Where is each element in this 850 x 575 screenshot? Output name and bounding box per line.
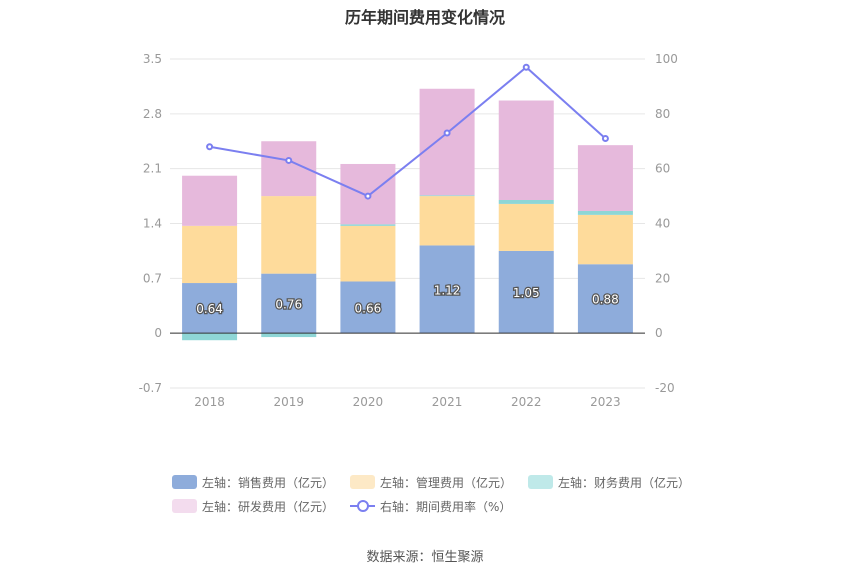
rate-point-2021 <box>443 129 451 137</box>
grid-lines <box>170 58 645 389</box>
legend-swatch-rate <box>350 499 376 513</box>
legend-label-admin: 左轴：管理费用（亿元） <box>380 475 513 490</box>
data-labels: 0.64 0.76 0.66 1.12 1.05 0.88 <box>195 282 620 317</box>
bar-sales-2018 <box>182 283 238 334</box>
rate-point-2022 <box>522 63 530 71</box>
chart-legend: 左轴：销售费用（亿元） 左轴：管理费用（亿元） 左轴：财务费用（亿元） 左轴：研… <box>172 470 692 518</box>
legend-item-rnd[interactable]: 左轴：研发费用（亿元） <box>172 498 334 515</box>
rate-line <box>206 63 609 200</box>
bar-admin-2018 <box>182 225 238 284</box>
bar-admin-2023 <box>577 214 633 265</box>
right-tick-label: 20 <box>655 271 670 285</box>
left-tick-label: 3.5 <box>143 52 162 66</box>
rate-point-2023 <box>601 135 609 143</box>
legend-item-admin[interactable]: 左轴：管理费用（亿元） <box>350 474 512 491</box>
bar-admin-2019 <box>261 196 317 274</box>
legend-label-rnd: 左轴：研发费用（亿元） <box>202 499 335 514</box>
rate-point-2020 <box>364 192 372 200</box>
rate-point-2019 <box>285 156 293 164</box>
bar-rnd-2021 <box>419 88 475 196</box>
left-tick-label: 2.1 <box>143 162 162 176</box>
right-tick-label: 100 <box>655 52 678 66</box>
legend-swatch-admin <box>350 475 376 489</box>
left-tick-label: -0.7 <box>139 381 162 395</box>
bar-sales-2023 <box>577 264 633 334</box>
x-tick-label: 2023 <box>590 395 621 409</box>
bar-finance-2021 <box>419 195 475 197</box>
bar-finance-2020 <box>340 224 396 226</box>
x-tick-label: 2021 <box>432 395 463 409</box>
bar-rnd-2023 <box>577 145 633 211</box>
legend-swatch-finance <box>528 475 554 489</box>
data-label-sales: 0.88 <box>592 293 619 307</box>
legend-label-rate: 右轴：期间费用率（%） <box>380 499 512 514</box>
right-tick-label: 80 <box>655 107 670 121</box>
bar-finance-2018 <box>182 333 238 341</box>
bar-stacks <box>182 88 633 341</box>
bar-rnd-2018 <box>182 175 238 226</box>
data-label-sales: 0.64 <box>196 302 223 316</box>
left-tick-label: 0 <box>154 326 162 340</box>
data-label-sales: 0.66 <box>355 301 382 315</box>
x-tick-label: 2022 <box>511 395 542 409</box>
right-tick-label: 40 <box>655 217 670 231</box>
legend-item-sales[interactable]: 左轴：销售费用（亿元） <box>172 474 334 491</box>
data-label-sales: 1.05 <box>513 286 540 300</box>
x-tick-label: 2019 <box>273 395 304 409</box>
bar-finance-2023 <box>577 210 633 215</box>
legend-swatch-sales <box>172 475 197 489</box>
left-tick-label: 0.7 <box>143 271 162 285</box>
chart-title: 历年期间费用变化情况 <box>344 8 505 27</box>
legend-label-finance: 左轴：财务费用（亿元） <box>558 475 691 490</box>
left-tick-label: 2.8 <box>143 107 162 121</box>
left-tick-label: 1.4 <box>143 217 162 231</box>
bar-admin-2020 <box>340 225 396 282</box>
bar-admin-2022 <box>498 203 554 251</box>
bar-finance-2019 <box>261 333 317 338</box>
data-label-sales: 1.12 <box>434 283 461 297</box>
bar-admin-2021 <box>419 196 475 246</box>
right-tick-label: 0 <box>655 326 663 340</box>
bar-sales-2019 <box>261 273 317 334</box>
rate-point-2018 <box>206 143 214 151</box>
bar-sales-2022 <box>498 250 554 334</box>
x-tick-label: 2020 <box>353 395 384 409</box>
x-tick-label: 2018 <box>194 395 225 409</box>
legend-item-rate[interactable]: 右轴：期间费用率（%） <box>350 498 511 515</box>
bar-sales-2021 <box>419 245 475 334</box>
right-tick-label: -20 <box>655 381 675 395</box>
data-label-sales: 0.76 <box>275 297 302 311</box>
rate-polyline <box>209 65 607 198</box>
right-tick-label: 60 <box>655 162 670 176</box>
bar-finance-2022 <box>498 200 554 204</box>
bar-sales-2020 <box>340 281 396 334</box>
legend-swatch-rnd <box>172 499 197 513</box>
source-note: 数据来源：恒生聚源 <box>366 550 484 565</box>
legend-label-sales: 左轴：销售费用（亿元） <box>202 475 335 490</box>
bar-rnd-2022 <box>498 100 554 200</box>
axes: 3.5 2.8 2.1 1.4 0.7 0 -0.7 100 80 60 40 20 0 -20 2018 2… <box>139 52 678 409</box>
legend-item-finance[interactable]: 左轴：财务费用（亿元） <box>528 474 690 491</box>
